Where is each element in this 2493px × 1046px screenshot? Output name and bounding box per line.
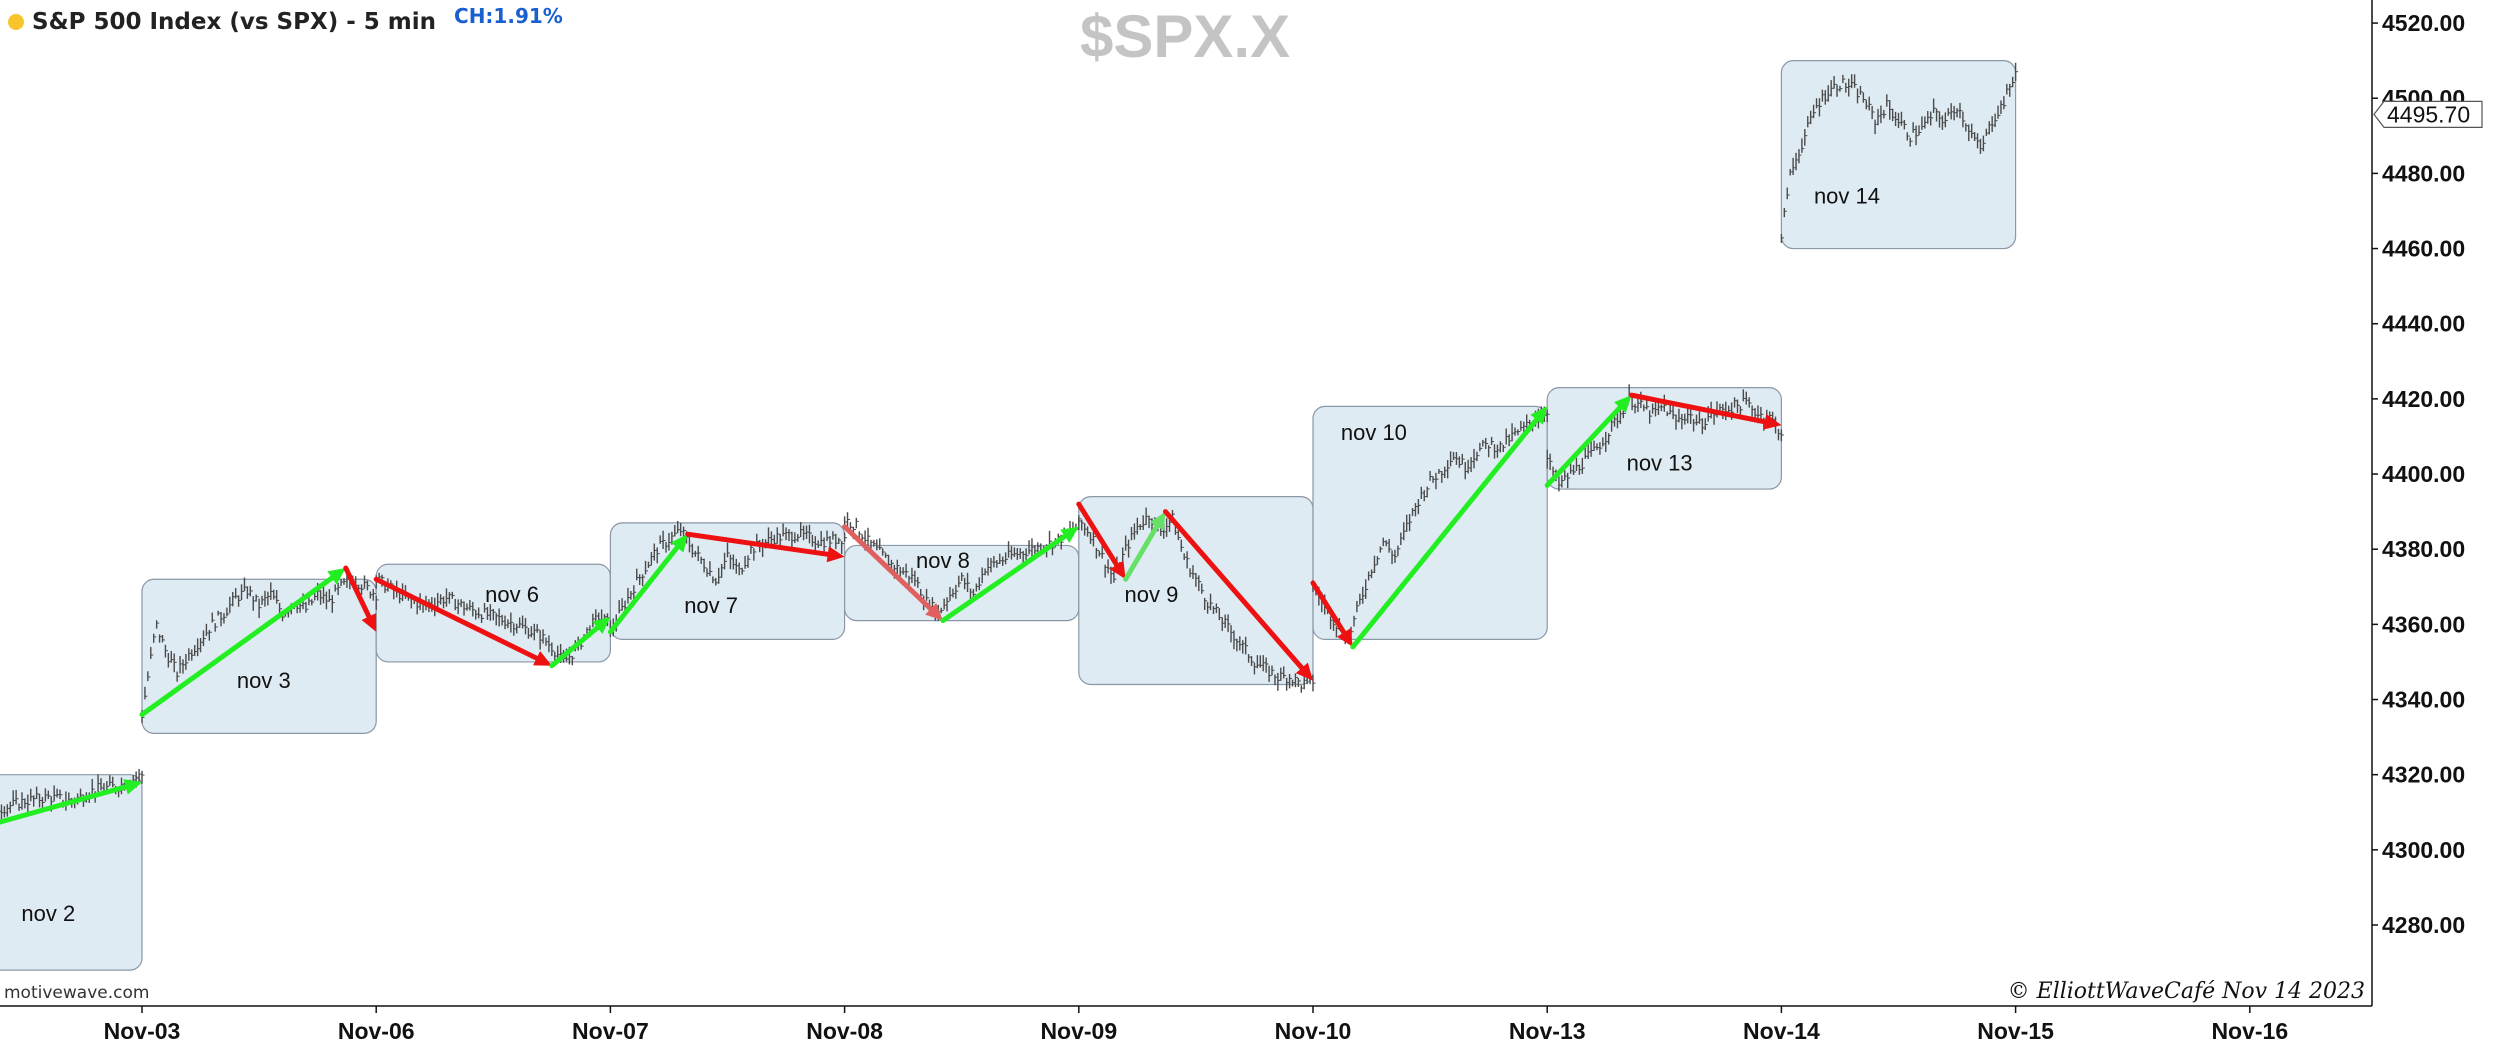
last-price-label: 4495.70 <box>2387 101 2470 127</box>
session-box <box>1312 405 1548 640</box>
down-wave-arrow <box>1162 509 1313 681</box>
x-tick-label: Nov-06 <box>338 1018 415 1044</box>
session-label: nov 9 <box>1124 582 1178 607</box>
arrow-head-icon <box>826 546 845 563</box>
y-tick-label: 4440.00 <box>2382 311 2465 337</box>
x-tick-label: Nov-07 <box>572 1018 649 1044</box>
y-tick-label: 4280.00 <box>2382 912 2465 938</box>
source-credit: motivewave.com <box>4 983 150 1003</box>
x-tick-label: Nov-15 <box>1977 1018 2054 1044</box>
arrow-head-icon <box>1295 662 1313 681</box>
wave-arrows <box>0 392 1782 825</box>
down-wave-arrow <box>373 576 552 666</box>
arrow-head-icon <box>1530 406 1548 425</box>
x-tick-label: Nov-13 <box>1509 1018 1586 1044</box>
session-label: nov 6 <box>485 582 539 607</box>
arrow-shaft <box>1544 405 1623 488</box>
x-tick-label: Nov-16 <box>2211 1018 2288 1044</box>
x-tick-label: Nov-14 <box>1743 1018 1820 1044</box>
down-wave-arrow <box>685 531 845 563</box>
up-wave-arrow <box>0 779 142 825</box>
y-tick-label: 4480.00 <box>2382 160 2465 186</box>
arrow-head-icon <box>1149 511 1166 531</box>
chart-header: S&P 500 Index (vs SPX) - 5 min CH:1.91% <box>8 2 563 42</box>
arrow-shaft <box>0 784 129 825</box>
symbol-watermark: $SPX.X <box>1080 3 1291 70</box>
x-tick-label: Nov-10 <box>1275 1018 1352 1044</box>
x-tick-label: Nov-08 <box>806 1018 883 1044</box>
chart-title: S&P 500 Index (vs SPX) - 5 min <box>32 9 437 35</box>
down-wave-arrow <box>1310 580 1353 647</box>
arrow-shaft <box>139 575 335 718</box>
arrow-shaft <box>1310 580 1347 635</box>
down-wave-arrow <box>1629 392 1782 430</box>
session-box <box>1078 495 1314 686</box>
arrow-shaft <box>1350 417 1540 650</box>
y-tick-label: 4420.00 <box>2382 386 2465 412</box>
arrow-shaft <box>1123 523 1160 582</box>
last-price-tag <box>2373 100 2483 128</box>
arrow-shaft <box>373 576 540 661</box>
x-tick-label: Nov-09 <box>1040 1018 1117 1044</box>
y-tick-label: 4360.00 <box>2382 611 2465 637</box>
up-wave-arrow <box>1544 395 1632 488</box>
session-labels: nov 2 nov 3 nov 6 nov 7 nov 8 nov 9 nov 10 nov … <box>21 183 1880 926</box>
session-label: nov 10 <box>1341 420 1407 445</box>
arrow-shaft <box>1162 509 1305 671</box>
session-label: nov 2 <box>21 901 75 926</box>
up-wave-arrow <box>549 616 611 669</box>
arrow-shaft <box>1076 501 1120 568</box>
session-box <box>141 578 377 734</box>
arrow-head-icon <box>925 603 943 621</box>
change-percent: CH:1.91% <box>454 4 563 28</box>
arrow-head-icon <box>533 651 552 666</box>
arrow-head-icon <box>361 613 377 632</box>
y-tick-label: 4460.00 <box>2382 236 2465 262</box>
down-wave-arrow <box>842 524 943 621</box>
arrow-shaft <box>685 531 831 557</box>
arrow-shaft <box>940 533 1068 624</box>
arrow-shaft <box>842 524 934 612</box>
y-tick-label: 4520.00 <box>2382 10 2465 36</box>
arrow-head-icon <box>1060 526 1079 543</box>
session-label: nov 13 <box>1627 450 1693 475</box>
arrow-head-icon <box>592 616 611 634</box>
y-tick-label: 4400.00 <box>2382 461 2465 487</box>
arrow-shaft <box>549 625 600 669</box>
arrow-head-icon <box>1337 628 1353 647</box>
arrow-shaft <box>343 565 372 620</box>
arrow-head-icon <box>670 534 688 553</box>
session-label: nov 8 <box>916 548 970 573</box>
up-wave-arrow <box>1123 511 1166 582</box>
arrow-head-icon <box>327 567 346 585</box>
session-label: nov 3 <box>237 668 291 693</box>
up-wave-arrow <box>607 534 688 635</box>
arrow-shaft <box>1629 392 1768 425</box>
x-tick-label: Nov-03 <box>104 1018 181 1044</box>
arrow-head-icon <box>1614 395 1632 414</box>
session-label: nov 7 <box>684 593 738 618</box>
y-tick-label: 4300.00 <box>2382 837 2465 863</box>
arrow-head-icon <box>1763 413 1782 430</box>
y-tick-label: 4320.00 <box>2382 762 2465 788</box>
arrow-head-icon <box>123 779 142 795</box>
session-label: nov 14 <box>1814 183 1880 208</box>
session-box <box>0 774 143 971</box>
up-wave-arrow <box>1350 406 1548 650</box>
y-tick-label: 4340.00 <box>2382 687 2465 713</box>
y-tick-label: 4380.00 <box>2382 536 2465 562</box>
arrow-shaft <box>607 545 680 635</box>
up-wave-arrow <box>940 526 1079 624</box>
down-wave-arrow <box>1076 501 1126 580</box>
status-dot-icon <box>8 14 24 30</box>
session-box <box>1780 60 2017 250</box>
session-boxes <box>0 60 2017 971</box>
down-wave-arrow <box>343 565 377 632</box>
up-wave-arrow <box>139 567 346 718</box>
arrow-head-icon <box>1109 560 1126 580</box>
copyright-notice: © ElliottWaveCafé Nov 14 2023 <box>2007 979 2365 1004</box>
